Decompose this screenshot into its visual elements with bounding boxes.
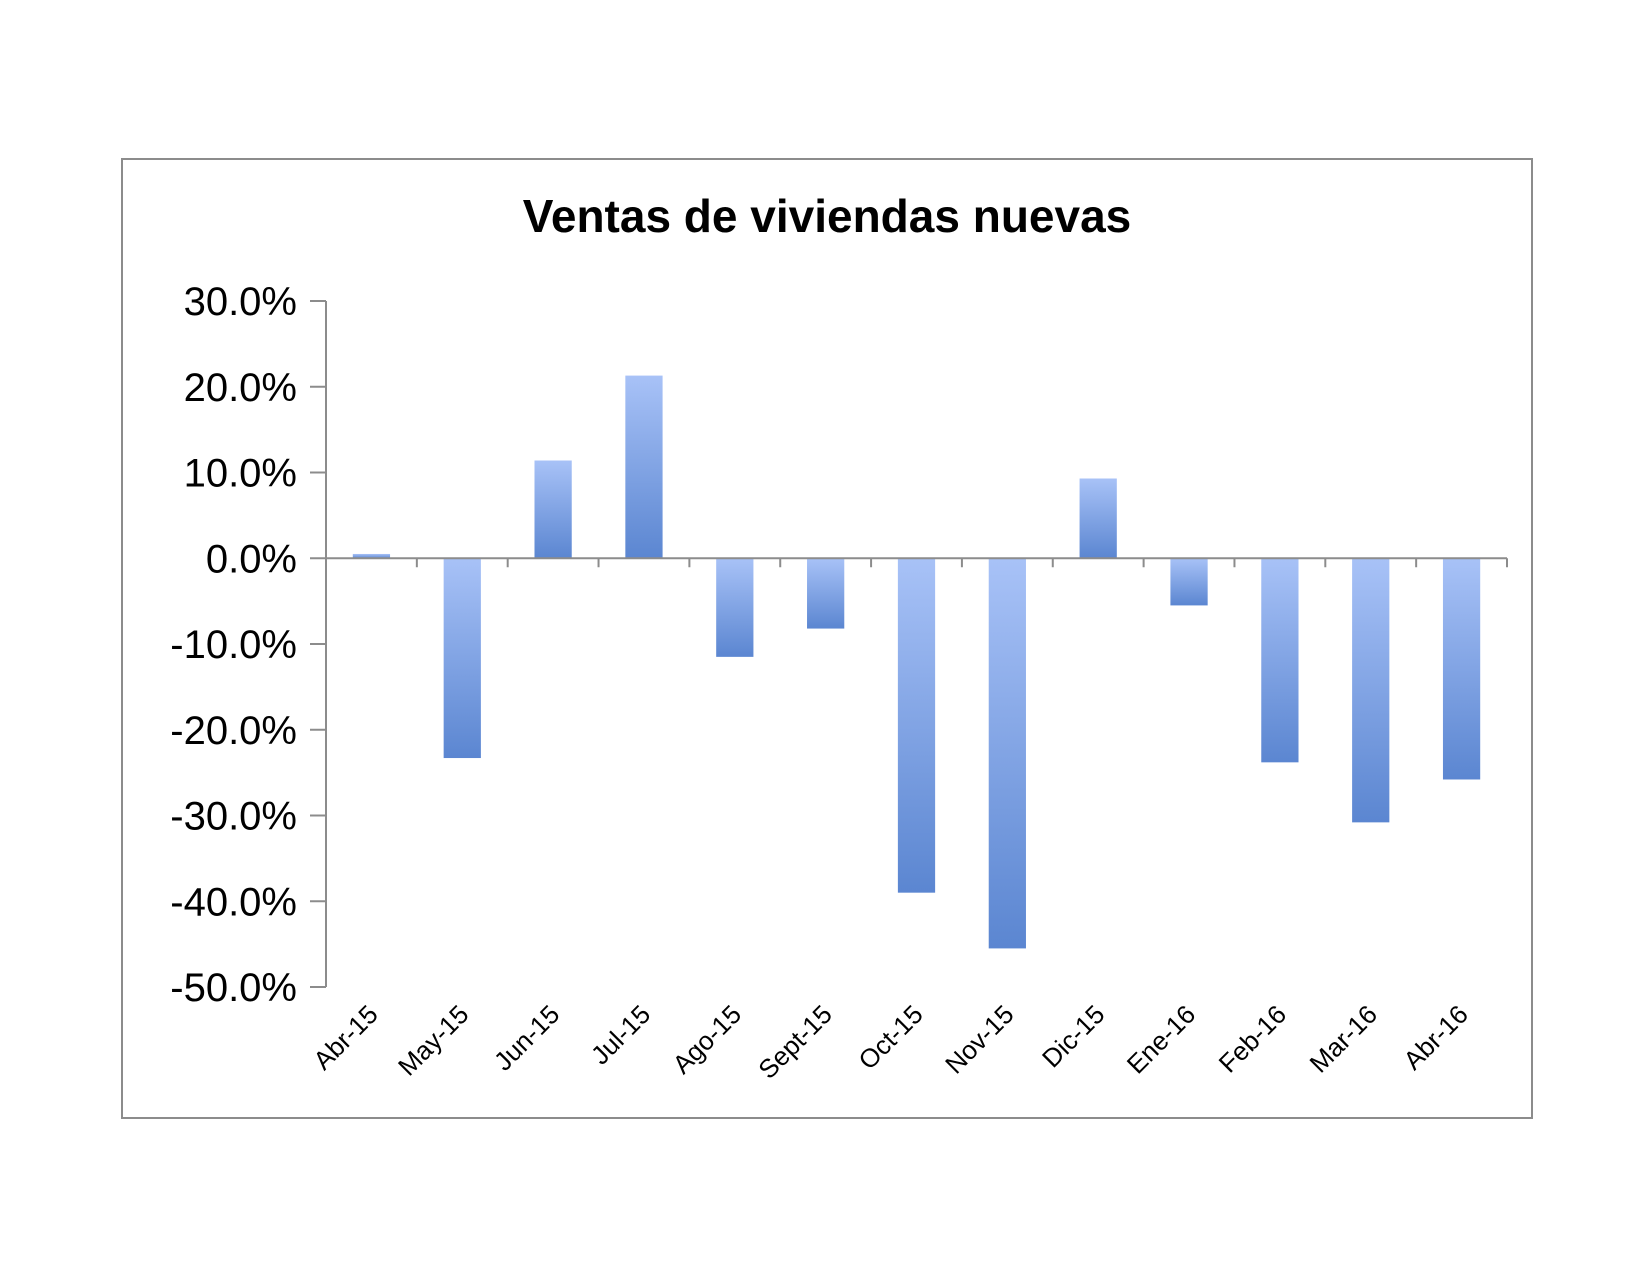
- bar-nov-15: [988, 558, 1026, 949]
- chart-frame: Ventas de viviendas nuevas 30.0% 20.0% 10.…: [121, 158, 1533, 1119]
- y-tick-label: 0.0%: [206, 537, 297, 581]
- bar-jun-15: [534, 460, 572, 559]
- y-tick-label: -50.0%: [170, 966, 297, 1010]
- x-tick-label: Mar-16: [1304, 999, 1383, 1078]
- y-tick-label: -20.0%: [170, 709, 297, 753]
- y-tick-label: -30.0%: [170, 795, 297, 839]
- x-tick-label: Oct-15: [852, 999, 928, 1075]
- bar-chart: Ventas de viviendas nuevas 30.0% 20.0% 10.…: [170, 190, 1508, 1085]
- x-tick-label: Ene-16: [1121, 999, 1201, 1079]
- x-tick-label: Ago-15: [667, 999, 747, 1079]
- x-tick-label: May-15: [392, 999, 475, 1082]
- bar-jul-15: [625, 375, 663, 559]
- y-tick-label: 10.0%: [184, 452, 297, 496]
- bar-ene-16: [1170, 558, 1208, 606]
- bar-abr-16: [1442, 558, 1481, 780]
- bars-group: [352, 375, 1481, 949]
- bar-mar-16: [1352, 558, 1390, 823]
- bar-ago-15: [716, 558, 754, 657]
- y-tick-label: -40.0%: [170, 880, 297, 924]
- bar-feb-16: [1261, 558, 1299, 763]
- y-tick-label: -10.0%: [170, 623, 297, 667]
- x-tick-label: Nov-15: [939, 999, 1019, 1079]
- bar-abr-15: [352, 553, 391, 559]
- bar-sept-15: [807, 558, 845, 629]
- y-axis-ticks: 30.0% 20.0% 10.0% 0.0% -10.0% -20.0% -30.0% -40…: [170, 280, 326, 1010]
- x-tick-label: Jul-15: [585, 999, 656, 1070]
- x-tick-label: Abr-16: [1397, 999, 1473, 1075]
- x-tick-label: Dic-15: [1036, 999, 1110, 1073]
- x-tick-label: Feb-16: [1213, 999, 1292, 1078]
- bar-may-15: [443, 558, 481, 759]
- x-tick-label: Jun-15: [488, 999, 565, 1076]
- y-tick-label: 20.0%: [184, 366, 297, 410]
- bar-oct-15: [897, 558, 936, 893]
- x-tick-label: Sept-15: [752, 999, 838, 1085]
- y-tick-label: 30.0%: [184, 280, 297, 324]
- chart-title: Ventas de viviendas nuevas: [523, 190, 1132, 242]
- x-tick-label: Abr-15: [307, 999, 383, 1075]
- bar-dic-15: [1079, 478, 1117, 559]
